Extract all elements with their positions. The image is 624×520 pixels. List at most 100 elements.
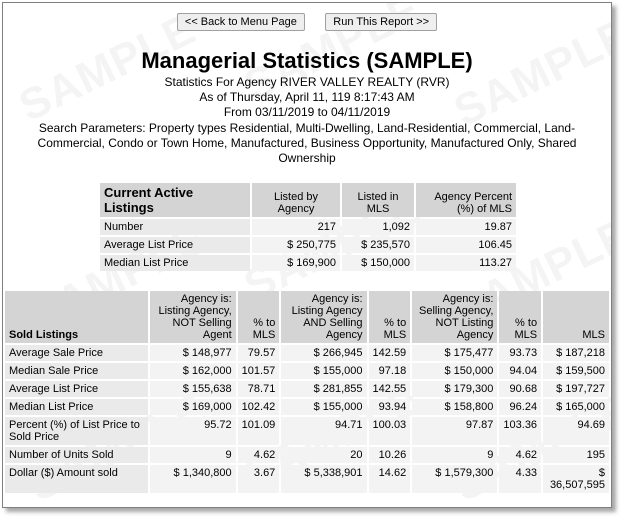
cell-value: $ 169,000 xyxy=(150,399,236,415)
cell-value: $ 175,477 xyxy=(412,345,498,361)
cell-value: $ 1,340,800 xyxy=(150,465,236,493)
agency-subtitle: Statistics For Agency RIVER VALLEY REALT… xyxy=(164,75,450,89)
cell-value: 95.72 xyxy=(150,417,236,445)
table-row: Median List Price $ 169,900 $ 150,000 11… xyxy=(100,255,516,271)
cell-value: $ 169,900 xyxy=(252,255,340,271)
top-button-bar: << Back to Menu Page Run This Report >> xyxy=(3,12,611,31)
cell-value: $ 235,570 xyxy=(342,237,414,253)
cell-value: $ 150,000 xyxy=(342,255,414,271)
cell-value: 195 xyxy=(543,447,609,463)
table-row: Median List Price $ 169,000 102.42 $ 155,00… xyxy=(5,399,609,415)
col-pct-to-mls: % to MLS xyxy=(499,291,542,343)
cell-value: $ 148,977 xyxy=(150,345,236,361)
cell-value: $ 155,638 xyxy=(150,381,236,397)
cell-value: 3.67 xyxy=(237,465,280,493)
cell-value: 101.57 xyxy=(237,363,280,379)
cell-value: 142.59 xyxy=(368,345,411,361)
row-label: Median List Price xyxy=(5,399,149,415)
row-label: Percent (%) of List Price to Sold Price xyxy=(5,417,149,445)
cell-value: 94.71 xyxy=(281,417,367,445)
page-title: Managerial Statistics (SAMPLE) xyxy=(141,48,473,73)
cell-value: $ 159,500 xyxy=(543,363,609,379)
cell-value: 9 xyxy=(150,447,236,463)
row-label: Average List Price xyxy=(100,237,250,253)
table-row: Average List Price $ 250,775 $ 235,570 1… xyxy=(100,237,516,253)
cell-value: $ 36,507,595 xyxy=(543,465,609,493)
cell-value: 94.69 xyxy=(543,417,609,445)
cell-value: $ 155,000 xyxy=(281,363,367,379)
cell-value: 4.62 xyxy=(237,447,280,463)
cell-value: 217 xyxy=(252,219,340,235)
cell-value: $ 158,800 xyxy=(412,399,498,415)
cell-value: $ 162,000 xyxy=(150,363,236,379)
col-pct-to-mls: % to MLS xyxy=(368,291,411,343)
col-pct-to-mls: % to MLS xyxy=(237,291,280,343)
table-row: Average List Price $ 155,638 78.71 $ 281,85… xyxy=(5,381,609,397)
cell-value: 94.04 xyxy=(499,363,542,379)
row-label: Average Sale Price xyxy=(5,345,149,361)
row-label: Number xyxy=(100,219,250,235)
col-listing-and-selling: Agency is: Listing Agency AND Selling Ag… xyxy=(281,291,367,343)
cell-value: 4.62 xyxy=(499,447,542,463)
col-listing-not-selling: Agency is: Listing Agency, NOT Selling A… xyxy=(150,291,236,343)
cell-value: 90.68 xyxy=(499,381,542,397)
cell-value: 102.42 xyxy=(237,399,280,415)
cell-value: 79.57 xyxy=(237,345,280,361)
cell-value: 97.18 xyxy=(368,363,411,379)
cell-value: $ 1,579,300 xyxy=(412,465,498,493)
active-listings-table: Current Active Listings Listed by Agency… xyxy=(98,181,518,273)
as-of-date: As of Thursday, April 11, 119 8:17:43 AM xyxy=(199,90,415,104)
cell-value: 14.62 xyxy=(368,465,411,493)
cell-value: 100.03 xyxy=(368,417,411,445)
cell-value: 106.45 xyxy=(416,237,516,253)
cell-value: $ 250,775 xyxy=(252,237,340,253)
cell-value: 97.87 xyxy=(412,417,498,445)
row-label: Median Sale Price xyxy=(5,363,149,379)
table-row: Percent (%) of List Price to Sold Price 9… xyxy=(5,417,609,445)
date-range: From 03/11/2019 to 04/11/2019 xyxy=(223,105,391,119)
cell-value: 9 xyxy=(412,447,498,463)
col-agency-percent: Agency Percent (%) of MLS xyxy=(416,183,516,217)
cell-value: 103.36 xyxy=(499,417,542,445)
row-label: Median List Price xyxy=(100,255,250,271)
table-row: Median Sale Price $ 162,000 101.57 $ 155,00… xyxy=(5,363,609,379)
row-label: Dollar ($) Amount sold xyxy=(5,465,149,493)
cell-value: $ 150,000 xyxy=(412,363,498,379)
cell-value: $ 179,300 xyxy=(412,381,498,397)
table-row: Number 217 1,092 19.87 xyxy=(100,219,516,235)
table-row: Number of Units Sold 9 4.62 20 10.26 9 4.62 195 xyxy=(5,447,609,463)
col-selling-not-listing: Agency is: Selling Agency, NOT Listing A… xyxy=(412,291,498,343)
cell-value: $ 187,218 xyxy=(543,345,609,361)
cell-value: 20 xyxy=(281,447,367,463)
cell-value: $ 266,945 xyxy=(281,345,367,361)
cell-value: $ 155,000 xyxy=(281,399,367,415)
col-listed-in-mls: Listed in MLS xyxy=(342,183,414,217)
table-row: Average Sale Price $ 148,977 79.57 $ 266,94… xyxy=(5,345,609,361)
table-row: Dollar ($) Amount sold $ 1,340,800 3.67 $ 5… xyxy=(5,465,609,493)
cell-value: 96.24 xyxy=(499,399,542,415)
cell-value: 142.55 xyxy=(368,381,411,397)
row-label: Average List Price xyxy=(5,381,149,397)
report-window: SAMPLE SAMPLE SAMPLE SAMPLE SAMPLE SAMPL… xyxy=(2,2,612,508)
cell-value: $ 165,000 xyxy=(543,399,609,415)
cell-value: 10.26 xyxy=(368,447,411,463)
cell-value: 78.71 xyxy=(237,381,280,397)
cell-value: 1,092 xyxy=(342,219,414,235)
cell-value: 93.94 xyxy=(368,399,411,415)
col-mls: MLS xyxy=(543,291,609,343)
cell-value: $ 281,855 xyxy=(281,381,367,397)
cell-value: $ 5,338,901 xyxy=(281,465,367,493)
cell-value: 93.73 xyxy=(499,345,542,361)
active-listings-title: Current Active Listings xyxy=(100,183,250,217)
run-report-button[interactable]: Run This Report >> xyxy=(325,13,438,31)
cell-value: 113.27 xyxy=(416,255,516,271)
cell-value: 101.09 xyxy=(237,417,280,445)
back-to-menu-button[interactable]: << Back to Menu Page xyxy=(176,13,305,31)
cell-value: 4.33 xyxy=(499,465,542,493)
cell-value: $ 197,727 xyxy=(543,381,609,397)
sold-listings-title: Sold Listings xyxy=(5,291,149,343)
row-label: Number of Units Sold xyxy=(5,447,149,463)
col-listed-by-agency: Listed by Agency xyxy=(252,183,340,217)
sold-listings-table: Sold Listings Agency is: Listing Agency,… xyxy=(3,289,611,495)
cell-value: 19.87 xyxy=(416,219,516,235)
